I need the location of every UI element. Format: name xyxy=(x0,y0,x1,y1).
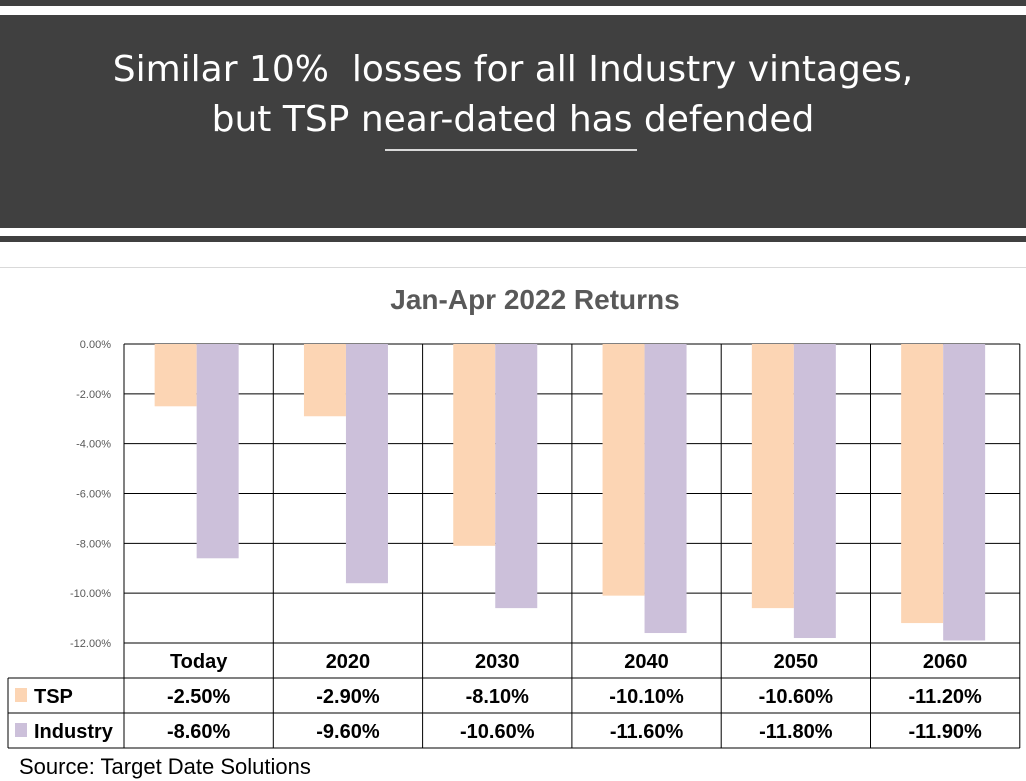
title-banner: Similar 10% losses for all Industry vint… xyxy=(0,15,1026,228)
bar-industry-2050 xyxy=(793,344,836,639)
y-tick-label: -4.00% xyxy=(76,439,111,451)
data-label: -11.60% xyxy=(610,721,684,743)
title-underline xyxy=(385,149,637,151)
bar-tsp-today xyxy=(154,344,197,407)
bar-tsp-2030 xyxy=(453,344,496,546)
category-label: Today xyxy=(170,651,228,673)
bar-tsp-2060 xyxy=(901,344,944,624)
returns-chart: 0.00% -2.00% -4.00% -6.00% -8.00% -10.00% -12.… xyxy=(7,339,1021,749)
slide-title-line-1: Similar 10% losses for all Industry vint… xyxy=(112,49,914,90)
data-label: -11.20% xyxy=(908,686,982,708)
data-label: -9.60% xyxy=(316,721,380,743)
y-tick-label: -12.00% xyxy=(70,638,111,650)
y-tick-label: -10.00% xyxy=(70,588,111,600)
bar-industry-2030 xyxy=(495,344,538,609)
category-label: 2030 xyxy=(475,651,520,673)
bar-industry-today xyxy=(196,344,239,559)
slide-title: Similar 10% losses for all Industry vint… xyxy=(0,45,1026,145)
bar-tsp-2020 xyxy=(303,344,346,417)
content-divider xyxy=(0,267,1026,268)
data-label: -2.50% xyxy=(167,686,231,708)
category-label: 2040 xyxy=(624,651,669,673)
slide-title-line-2: but TSP near-dated has defended xyxy=(211,99,815,140)
data-label: -10.60% xyxy=(460,721,535,743)
bar-industry-2020 xyxy=(345,344,388,584)
banner-bottom-rule xyxy=(0,236,1026,242)
data-label: -8.10% xyxy=(466,686,530,708)
y-tick-label: -2.00% xyxy=(76,389,111,401)
data-label: -10.60% xyxy=(759,686,834,708)
bar-tsp-2050 xyxy=(751,344,794,609)
y-tick-label: -6.00% xyxy=(76,489,111,501)
legend-swatch-tsp xyxy=(15,688,27,702)
data-label: -11.90% xyxy=(908,721,982,743)
data-label: -10.10% xyxy=(609,686,684,708)
data-label: -11.80% xyxy=(759,721,833,743)
legend-label-tsp: TSP xyxy=(34,686,73,708)
category-label: 2050 xyxy=(774,651,819,673)
legend-swatch-industry xyxy=(15,723,27,737)
legend-label-industry: Industry xyxy=(34,721,114,743)
data-label: -2.90% xyxy=(316,686,380,708)
chart-title: Jan-Apr 2022 Returns xyxy=(390,284,680,315)
bar-industry-2060 xyxy=(943,344,986,641)
top-rule xyxy=(0,0,1026,6)
bar-industry-2040 xyxy=(644,344,687,634)
category-label: 2020 xyxy=(326,651,371,673)
y-tick-label: -8.00% xyxy=(76,538,111,550)
bar-tsp-2040 xyxy=(602,344,645,596)
y-tick-label: 0.00% xyxy=(80,339,111,351)
data-label: -8.60% xyxy=(167,721,231,743)
source-note: Source: Target Date Solutions xyxy=(19,754,311,779)
category-label: 2060 xyxy=(923,651,968,673)
